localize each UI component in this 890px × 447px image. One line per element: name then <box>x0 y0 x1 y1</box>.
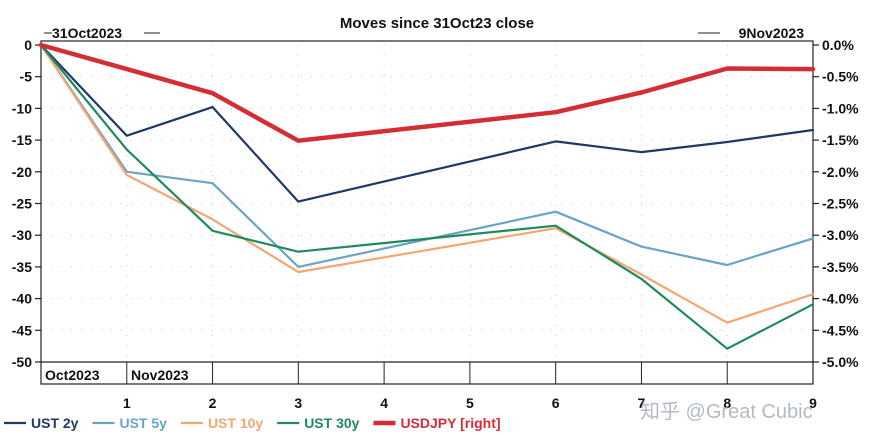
data-point <box>211 106 214 108</box>
y-left-tick-label: -20 <box>12 164 32 180</box>
end-date-label: 9Nov2023 <box>739 25 805 41</box>
start-date-label: 31Oct2023 <box>52 25 122 41</box>
annotations: 31Oct2023 9Nov2023 Oct2023 Nov2023 <box>44 25 804 383</box>
y-left-tick-label: -10 <box>12 100 32 116</box>
x-tick-label: 4 <box>380 395 388 411</box>
x-tick-label: 7 <box>638 395 646 411</box>
legend-label: UST 30y <box>304 415 359 431</box>
data-point <box>125 148 128 151</box>
data-point <box>640 278 643 280</box>
data-point <box>211 218 214 221</box>
data-point <box>640 151 643 153</box>
y-right-tick-label: -3.5% <box>822 259 859 275</box>
axes: 0 -5 -10 -15 -20 -25 -30 -35 -40 -45 -50 0.0% -0.5% -… <box>12 37 859 411</box>
data-point <box>812 237 814 240</box>
y-right-tick-label: -1.0% <box>822 100 859 116</box>
y-right-tick-label: -5.0% <box>822 354 859 370</box>
data-point <box>812 129 814 131</box>
data-point <box>726 347 729 350</box>
legend-label: USDJPY [right] <box>400 415 500 431</box>
data-point <box>125 68 128 70</box>
data-point <box>211 229 214 232</box>
x-tick-label: 8 <box>723 395 731 411</box>
data-point <box>125 171 128 173</box>
x-tick-label: 6 <box>552 395 560 411</box>
y-right-tick-label: -2.0% <box>822 164 859 180</box>
chart-title: Moves since 31Oct23 close <box>340 15 534 32</box>
grid <box>41 45 813 362</box>
data-point <box>125 134 128 137</box>
data-point <box>726 264 729 266</box>
legend-label: UST 2y <box>31 415 79 431</box>
data-point <box>297 266 300 268</box>
legend-label: UST 10y <box>208 415 263 431</box>
data-point <box>812 68 814 70</box>
data-point <box>554 227 557 230</box>
y-left-tick-label: -45 <box>12 322 32 338</box>
x-tick-label: 1 <box>123 395 131 411</box>
y-left-tick-label: -5 <box>20 69 33 85</box>
data-point <box>297 250 300 253</box>
y-right-tick-label: 0.0% <box>822 37 854 53</box>
y-left-tick-label: 0 <box>24 37 32 53</box>
y-left-tick-label: -15 <box>12 132 32 148</box>
x-tick-label: 2 <box>209 395 217 411</box>
legend: UST 2y UST 5y UST 10y UST 30y USDJPY [right] <box>4 415 501 431</box>
data-point <box>554 210 557 213</box>
y-right-tick-label: -3.0% <box>822 227 859 243</box>
data-point <box>554 111 557 114</box>
data-point <box>726 67 729 70</box>
data-point <box>297 271 300 273</box>
series-line-ust-30y <box>39 43 815 350</box>
data-point <box>211 92 214 94</box>
y-left-tick-label: -50 <box>12 354 32 370</box>
y-right-tick-label: -1.5% <box>822 132 859 148</box>
month-label-nov: Nov2023 <box>131 367 189 383</box>
data-point <box>297 200 300 203</box>
watermark: 知乎 @Great Cubic <box>640 400 813 423</box>
data-point <box>297 139 300 142</box>
series-line-ust-10y <box>39 43 815 324</box>
plot-frame <box>40 40 814 385</box>
data-point <box>125 174 128 176</box>
y-left-tick-label: -30 <box>12 227 32 243</box>
y-right-tick-label: -2.5% <box>822 196 859 212</box>
data-point <box>640 273 643 276</box>
data-point <box>640 91 643 94</box>
y-right-tick-label: -4.5% <box>822 322 859 338</box>
data-point <box>211 182 214 185</box>
series-line-ust-2y <box>39 43 815 203</box>
y-left-tick-label: -40 <box>12 291 32 307</box>
month-label-oct: Oct2023 <box>45 367 100 383</box>
series-line-usdjpy-right- <box>38 42 816 143</box>
y-left-tick-label: -25 <box>12 196 32 212</box>
data-point <box>640 245 643 248</box>
y-right-tick-label: -0.5% <box>822 69 859 85</box>
x-tick-label: 3 <box>294 395 302 411</box>
y-right-tick-label: -4.0% <box>822 291 859 307</box>
x-tick-label: 5 <box>466 395 474 411</box>
series-lines <box>38 42 816 350</box>
y-left-tick-label: -35 <box>12 259 32 275</box>
data-point <box>812 293 814 295</box>
x-tick-label: 9 <box>809 395 817 411</box>
legend-label: UST 5y <box>119 415 167 431</box>
data-point <box>554 140 557 143</box>
data-point <box>554 224 557 227</box>
data-point <box>40 44 42 46</box>
data-point <box>726 321 729 324</box>
data-point <box>726 141 729 143</box>
data-point <box>812 303 814 306</box>
